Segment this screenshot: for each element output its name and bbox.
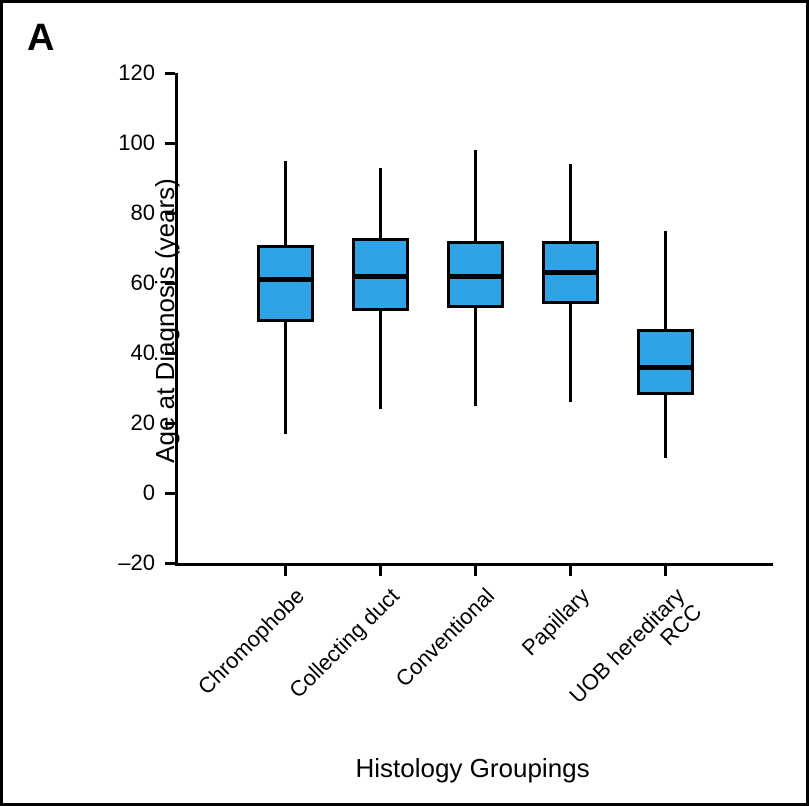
median-line — [257, 277, 314, 282]
median-line — [637, 365, 694, 370]
y-tick-label: 60 — [95, 270, 155, 296]
y-tick-label: 80 — [95, 200, 155, 226]
y-axis-label: Age at Diagnosis (years) — [150, 178, 181, 463]
y-tick — [165, 492, 175, 495]
y-tick-label: 0 — [95, 480, 155, 506]
y-tick-label: 100 — [95, 130, 155, 156]
median-line — [542, 270, 599, 275]
median-line — [352, 274, 409, 279]
y-tick — [165, 142, 175, 145]
box — [637, 329, 694, 396]
y-tick-label: 20 — [95, 410, 155, 436]
x-axis-label: Histology Groupings — [356, 753, 590, 784]
x-tick — [284, 566, 287, 576]
boxplot-area: –20020406080100120ChromophobeCollecting … — [178, 73, 773, 563]
x-tick — [569, 566, 572, 576]
median-line — [447, 274, 504, 279]
x-tick — [664, 566, 667, 576]
x-tick — [379, 566, 382, 576]
box — [257, 245, 314, 322]
y-tick — [165, 562, 175, 565]
figure-frame: A –20020406080100120ChromophobeCollectin… — [0, 0, 809, 806]
y-tick — [165, 72, 175, 75]
y-tick-label: –20 — [95, 550, 155, 576]
panel-label: A — [27, 17, 54, 60]
y-tick-label: 120 — [95, 60, 155, 86]
x-tick — [474, 566, 477, 576]
y-tick-label: 40 — [95, 340, 155, 366]
